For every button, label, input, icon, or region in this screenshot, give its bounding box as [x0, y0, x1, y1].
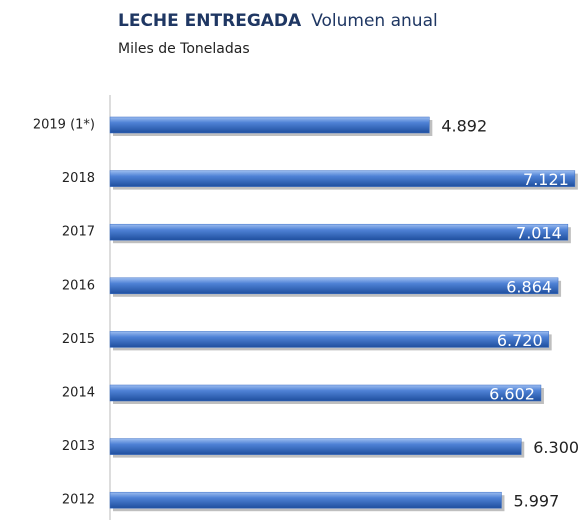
y-tick-label: 2018 [62, 171, 95, 186]
value-label: 6.864 [506, 277, 552, 296]
chart-title: LECHE ENTREGADA Volumen anual [118, 11, 438, 31]
value-label: 5.997 [513, 492, 559, 511]
y-tick-label: 2015 [62, 332, 95, 347]
bar [109, 331, 549, 348]
y-tick-label: 2012 [62, 493, 95, 508]
value-label: 6.720 [497, 331, 543, 350]
title-main: LECHE ENTREGADA [118, 11, 302, 31]
bar [109, 116, 430, 134]
value-label: 7.014 [516, 224, 562, 243]
bar [109, 384, 542, 402]
y-tick-label: 2013 [62, 439, 95, 454]
bar [109, 438, 522, 455]
chart-subtitle: Miles de Toneladas [118, 41, 250, 57]
y-tick-label: 2016 [62, 278, 95, 293]
bar [109, 491, 502, 509]
value-label: 7.121 [523, 170, 569, 189]
value-label: 6.300 [533, 438, 579, 457]
value-label: 4.892 [441, 117, 487, 136]
bar [109, 170, 576, 187]
bar [109, 223, 569, 241]
title-suffix: Volumen anual [311, 11, 438, 31]
y-tick-label: 2019 (1*) [33, 118, 95, 133]
y-tick-label: 2014 [62, 386, 95, 401]
y-tick-label: 2017 [62, 225, 95, 240]
bar [109, 277, 559, 295]
value-label: 6.602 [489, 385, 535, 404]
